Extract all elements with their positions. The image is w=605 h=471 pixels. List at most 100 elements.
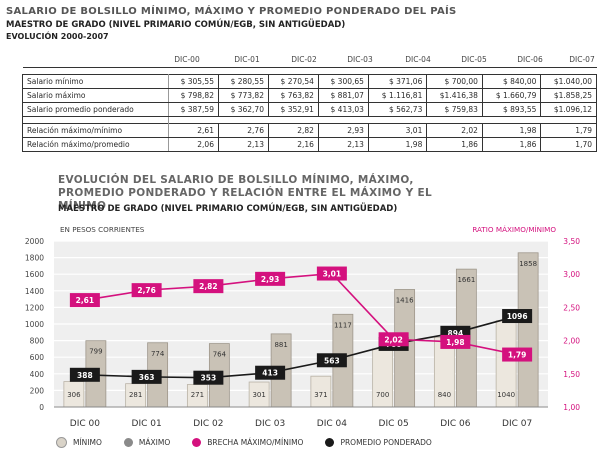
brecha-label-box (131, 283, 162, 298)
table-row: Salario mínimo $ 305,55 $ 280,55 $ 270,5… (22, 74, 597, 89)
x-tick-label: DIC 02 (193, 419, 223, 429)
promedio-label: 563 (324, 356, 340, 365)
brecha-label: 2,61 (76, 296, 95, 305)
bar-maximo (517, 252, 539, 408)
bar-label-minimo: 700 (376, 391, 389, 399)
promedio-label: 353 (201, 374, 217, 383)
column-header: DIC-03 (347, 55, 373, 64)
y-tick-label: 0 (39, 403, 44, 412)
bar-label-maximo: 799 (89, 348, 102, 356)
y-tick-label: 1400 (25, 287, 44, 296)
column-header: DIC-04 (405, 55, 431, 64)
bar-label-minimo: 271 (191, 391, 204, 399)
table-cell: 1,86 (481, 137, 542, 152)
brecha-label: 2,82 (199, 282, 218, 291)
bar-label-minimo: 281 (129, 391, 142, 399)
x-tick-label: DIC 06 (440, 419, 470, 429)
brecha-label: 2,02 (384, 335, 403, 344)
y-tick-label: 1600 (25, 270, 44, 279)
legend-item-minimo: MÍNIMO (56, 437, 102, 448)
table-cell: 1,98 (367, 137, 428, 152)
legend-swatch (123, 438, 133, 447)
legend-label: PROMEDIO PONDERADO (340, 438, 432, 447)
bar-label-minimo: 306 (67, 391, 81, 399)
legend-item-promedio: PROMEDIO PONDERADO (325, 437, 432, 448)
promedio-label: 894 (448, 329, 464, 338)
chart-title: EVOLUCIÓN DEL SALARIO DE BOLSILLO MÍNIMO… (58, 174, 432, 212)
legend-swatch (192, 438, 202, 447)
promedio-label-box (131, 369, 162, 384)
y-tick-label: 1200 (25, 303, 44, 312)
promedio-label: 413 (262, 369, 278, 378)
table-row: Salario promedio ponderado $ 387,59 $ 36… (22, 102, 597, 117)
promedio-label: 1096 (507, 312, 528, 321)
bar-label-maximo: 1416 (396, 296, 414, 304)
bar-label-maximo: 881 (274, 341, 287, 349)
brecha-label: 2,76 (137, 286, 156, 295)
y-tick-label: 1800 (25, 254, 44, 263)
brecha-label-box (440, 334, 471, 349)
column-header: DIC-05 (461, 55, 487, 64)
legend-swatch (325, 438, 335, 447)
x-tick-label: DIC 05 (379, 419, 409, 429)
column-header: DIC-00 (174, 55, 200, 64)
table-row: Relación máximo/mínimo 2,61 2,76 2,82 2,… (22, 123, 597, 138)
brecha-label-box (378, 332, 409, 347)
bar-label-minimo: 1040 (497, 391, 515, 399)
bar-label-minimo: 840 (438, 391, 451, 399)
promedio-label-box (69, 367, 100, 382)
bar-label-maximo: 1858 (519, 260, 537, 268)
legend-swatch (56, 437, 67, 448)
promedio-label-box (316, 353, 347, 368)
bar-label-maximo: 1117 (334, 321, 352, 329)
y-tick-label: 600 (30, 353, 45, 362)
brecha-label-box (193, 279, 224, 294)
y2-tick-label: 3,50 (563, 237, 580, 246)
chart-subtitle: MAESTRO DE GRADO (NIVEL PRIMARIO COMÚN/E… (58, 204, 398, 214)
bar-label-minimo: 371 (314, 391, 327, 399)
promedio-label-box (193, 370, 224, 385)
bar-label-maximo: 764 (213, 351, 227, 359)
legend-item-maximo: MÁXIMO (123, 437, 171, 448)
brecha-label-box (255, 271, 286, 286)
legend-label: BRECHA MÁXIMO/MÍNIMO (207, 438, 304, 447)
y-tick-label: 1000 (25, 320, 44, 329)
x-tick-label: DIC 04 (317, 419, 347, 429)
y2-tick-label: 2,50 (563, 303, 580, 312)
y-tick-label: 800 (30, 337, 45, 346)
row-label: Relación máximo/promedio (22, 137, 169, 152)
y2-tick-label: 1,00 (563, 403, 580, 412)
x-tick-label: DIC 07 (502, 419, 532, 429)
legend-label: MÁXIMO (138, 438, 171, 447)
promedio-label-box (255, 365, 286, 380)
legend-item-brecha: BRECHA MÁXIMO/MÍNIMO (192, 437, 303, 448)
chart-legend: MÍNIMO MÁXIMO BRECHA MÁXIMO/MÍNIMO PROME… (56, 437, 454, 448)
y2-axis-label: RATIO MÁXIMO/MÍNIMO (472, 225, 556, 234)
brecha-label-box (502, 347, 533, 362)
salary-table: Salario mínimo $ 305,55 $ 280,55 $ 270,5… (22, 67, 597, 152)
y2-tick-label: 3,00 (563, 270, 580, 279)
column-header: DIC-02 (291, 55, 317, 64)
y2-tick-label: 1,50 (563, 370, 580, 379)
bar-label-maximo: 774 (151, 350, 165, 358)
brecha-label: 1,98 (446, 338, 465, 347)
y-tick-label: 2000 (25, 237, 44, 246)
y-axis-label: EN PESOS CORRIENTES (60, 225, 145, 234)
y-tick-label: 400 (30, 370, 45, 379)
x-tick-label: DIC 00 (70, 419, 100, 429)
brecha-label-box (69, 293, 100, 308)
promedio-label-box (502, 309, 533, 324)
legend-label: MÍNIMO (73, 438, 102, 447)
table-cell: $1.858,25 (540, 88, 597, 103)
table-row: Relación máximo/promedio 2,06 2,13 2,16 … (22, 137, 597, 152)
promedio-label: 363 (139, 373, 155, 382)
column-header: DIC-01 (234, 55, 260, 64)
y2-tick-label: 2,00 (563, 337, 580, 346)
table-subtitle: MAESTRO DE GRADO (NIVEL PRIMARIO COMÚN/E… (6, 20, 346, 30)
table-title: SALARIO DE BOLSILLO MÍNIMO, MÁXIMO Y PRO… (6, 6, 457, 17)
brecha-label: 3,01 (323, 270, 342, 279)
y-tick-label: 200 (30, 386, 45, 395)
brecha-label-box (316, 266, 347, 281)
table-cell: 2,16 (267, 137, 319, 152)
